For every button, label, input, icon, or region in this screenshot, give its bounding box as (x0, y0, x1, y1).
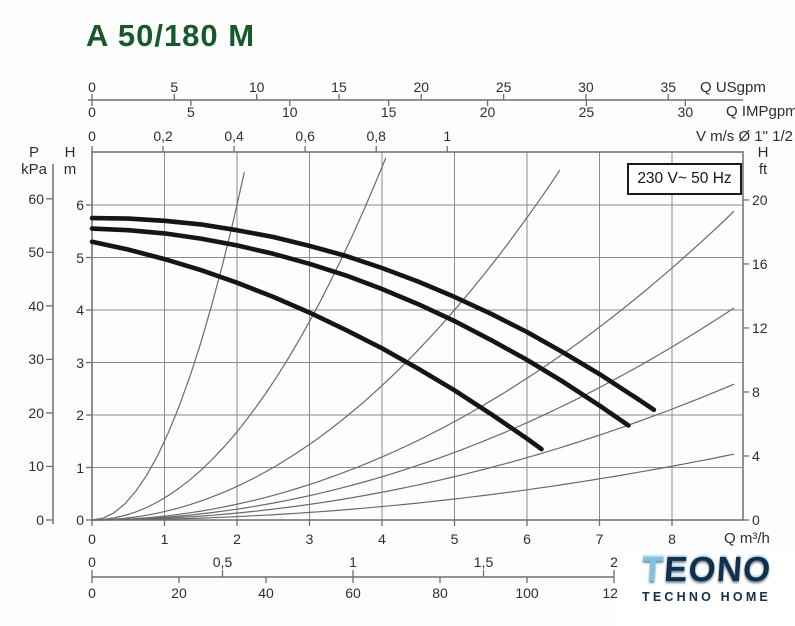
plot-border (91, 151, 744, 521)
axis-header-head-m: H m H m (58, 144, 82, 178)
head-unit-m: m (63, 161, 77, 178)
pressure-unit: kPa (21, 161, 47, 178)
axis-header-head-ft: H ft (748, 144, 778, 178)
axis-label-usgpm: Q USgpm (700, 79, 766, 96)
system-curve-5 (91, 307, 735, 521)
pressure-symbol: P (28, 144, 39, 161)
page-title: A 50/180 M (86, 18, 256, 53)
system-curve-2 (91, 157, 387, 521)
vendor-logo: TEONO TECHNO HOME (618, 550, 795, 626)
pump-curve-speed-1 (89, 239, 544, 452)
system-curve-7 (91, 453, 735, 521)
head-symbol-h: H (64, 144, 76, 161)
logo-subtitle: TECHNO HOME (642, 590, 771, 604)
system-curve-4 (91, 211, 735, 521)
system-curve-6 (91, 383, 735, 521)
axis-header-pressure-kpa: P kPa (12, 144, 56, 178)
pump-curve-speed-2 (89, 226, 631, 428)
axis-label-impgpm: Q IMPgpm (726, 103, 795, 120)
voltage-annotation-box: 230 V~ 50 Hz (627, 163, 742, 195)
system-curve-3 (91, 169, 561, 521)
axis-label-velocity: V m/s Ø 1" 1/2 (695, 128, 793, 145)
pump-curve-speed-3 (89, 215, 657, 413)
logo-name: TEONO (640, 550, 773, 589)
axis-label-flow-m3h: Q m³/h (724, 530, 770, 547)
head-symbol-h2: H (757, 144, 769, 161)
head-unit-ft: ft (758, 161, 768, 178)
